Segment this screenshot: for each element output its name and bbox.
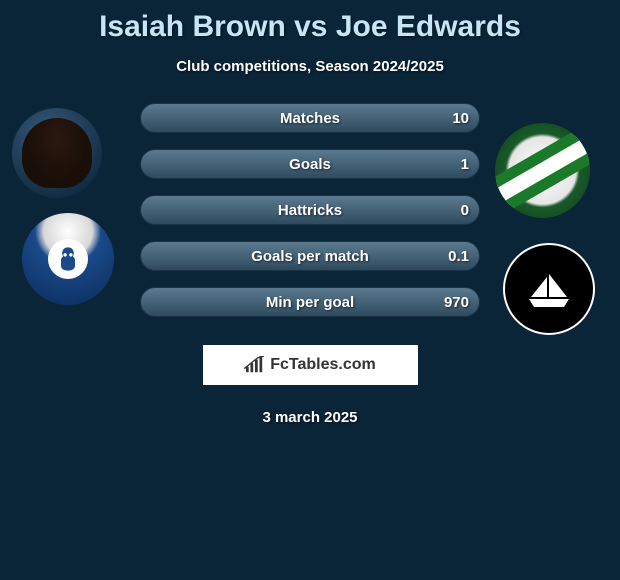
stat-value: 10: [452, 110, 469, 127]
player2-club-badge: [503, 243, 595, 335]
watermark: FcTables.com: [203, 345, 418, 385]
ship-icon: [519, 269, 579, 309]
stat-value: 1: [461, 156, 469, 173]
stat-value: 0: [461, 202, 469, 219]
stat-label: Goals: [141, 156, 479, 173]
stat-value: 970: [444, 294, 469, 311]
stats-content: Matches 10 Goals 1 Hattricks 0 Goals per…: [0, 103, 620, 343]
page-title: Isaiah Brown vs Joe Edwards: [0, 0, 620, 44]
stat-value: 0.1: [448, 248, 469, 265]
date-label: 3 march 2025: [0, 409, 620, 426]
subtitle: Club competitions, Season 2024/2025: [0, 58, 620, 75]
player2-avatar: [495, 123, 590, 218]
stat-label: Min per goal: [141, 294, 479, 311]
player1-club-badge: [22, 213, 114, 305]
watermark-text: FcTables.com: [270, 356, 376, 374]
stat-row: Hattricks 0: [140, 195, 480, 225]
comparison-card: Isaiah Brown vs Joe Edwards Club competi…: [0, 0, 620, 580]
stat-label: Goals per match: [141, 248, 479, 265]
stat-label: Matches: [141, 110, 479, 127]
stat-row: Min per goal 970: [140, 287, 480, 317]
owl-icon: [48, 239, 88, 279]
stat-label: Hattricks: [141, 202, 479, 219]
player1-silhouette-icon: [22, 118, 92, 188]
stat-row: Matches 10: [140, 103, 480, 133]
stats-bars: Matches 10 Goals 1 Hattricks 0 Goals per…: [140, 103, 480, 333]
stat-row: Goals per match 0.1: [140, 241, 480, 271]
chart-icon: [244, 356, 266, 374]
player1-avatar: [12, 108, 102, 198]
stat-row: Goals 1: [140, 149, 480, 179]
